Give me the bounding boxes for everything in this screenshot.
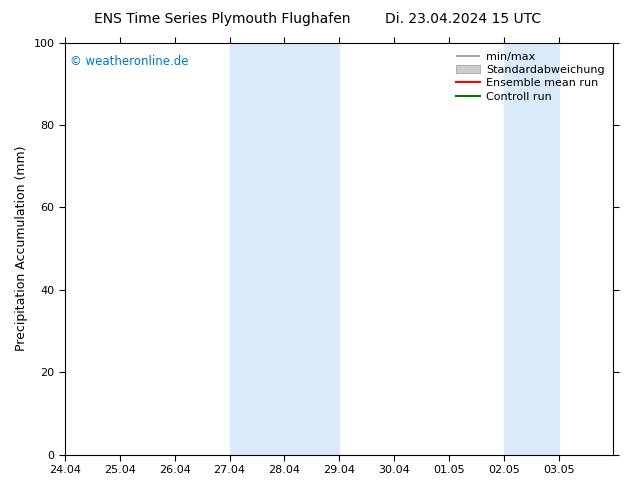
Text: Di. 23.04.2024 15 UTC: Di. 23.04.2024 15 UTC <box>385 12 541 26</box>
Text: © weatheronline.de: © weatheronline.de <box>70 55 189 68</box>
Legend: min/max, Standardabweichung, Ensemble mean run, Controll run: min/max, Standardabweichung, Ensemble me… <box>453 48 608 105</box>
Text: ENS Time Series Plymouth Flughafen: ENS Time Series Plymouth Flughafen <box>94 12 350 26</box>
Bar <box>504 43 559 455</box>
Bar <box>230 43 339 455</box>
Y-axis label: Precipitation Accumulation (mm): Precipitation Accumulation (mm) <box>15 146 28 351</box>
